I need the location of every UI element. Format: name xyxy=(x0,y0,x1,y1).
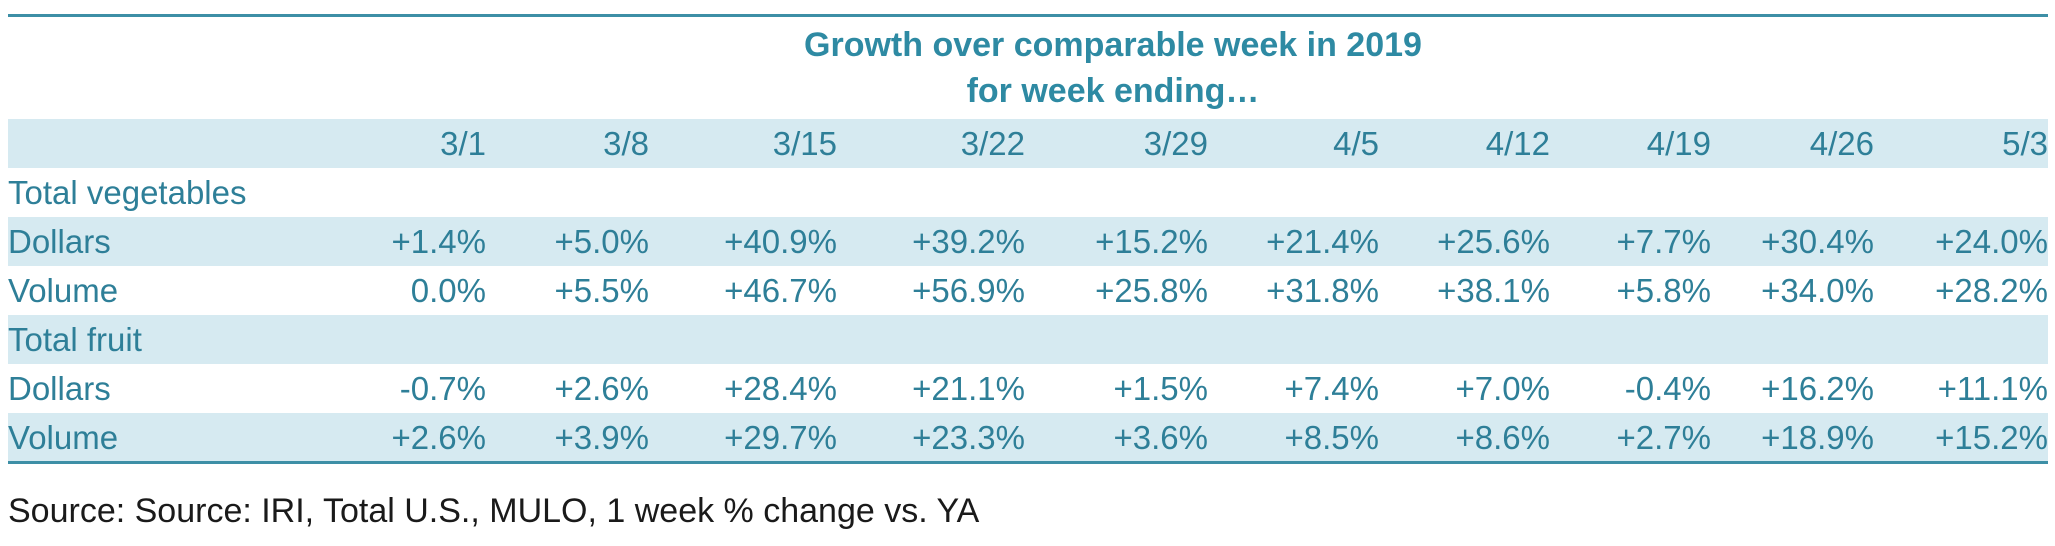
value-cell: +23.3% xyxy=(837,413,1025,462)
empty-cell xyxy=(1711,315,1874,364)
group-label: Total vegetables xyxy=(8,173,247,211)
title-line-1: Growth over comparable week in 2019 xyxy=(804,26,1422,64)
empty-cell xyxy=(1874,168,2048,217)
top-rule xyxy=(8,14,2048,17)
value-cell: +46.7% xyxy=(724,271,837,309)
value-cell: +15.2% xyxy=(1025,217,1208,266)
empty-cell xyxy=(486,168,649,217)
empty-cell xyxy=(1711,168,1874,217)
date-header: 4/12 xyxy=(1379,119,1550,168)
value-cell: +25.8% xyxy=(1095,271,1208,309)
date-header: 3/8 xyxy=(486,119,649,168)
empty-cell xyxy=(649,168,837,217)
header-row: 3/1 3/8 3/15 3/22 3/29 4/5 4/12 4/19 4/26 5/3 xyxy=(8,119,2048,168)
table-row: Volume +2.6% +3.9% +29.7% +23.3% +3.6% +8.5% +8… xyxy=(8,413,2048,462)
row-label: Dollars xyxy=(8,369,111,407)
empty-cell xyxy=(1025,168,1208,217)
date-header: 3/29 xyxy=(1025,119,1208,168)
value-cell: +7.4% xyxy=(1284,369,1380,407)
date-header: 3/22 xyxy=(837,119,1025,168)
empty-cell xyxy=(1025,315,1208,364)
header-blank xyxy=(8,119,268,168)
value-cell: +24.0% xyxy=(1874,217,2048,266)
title-line-2: for week ending… xyxy=(966,72,1260,110)
empty-cell xyxy=(1208,315,1379,364)
date-header: 4/19 xyxy=(1550,119,1711,168)
table-row: Volume 0.0% +5.5% +46.7% +56.9% +25.8% +31.8% +… xyxy=(8,266,2048,315)
value-cell: +30.4% xyxy=(1711,217,1874,266)
value-cell: +3.6% xyxy=(1025,413,1208,462)
bottom-rule xyxy=(8,461,2048,464)
growth-table: 3/1 3/8 3/15 3/22 3/29 4/5 4/12 4/19 4/26 5/3 Tot… xyxy=(8,119,2048,462)
empty-cell xyxy=(486,315,649,364)
value-cell: 0.0% xyxy=(410,271,486,309)
empty-cell xyxy=(1379,315,1550,364)
value-cell: +5.0% xyxy=(486,217,649,266)
group-label: Total fruit xyxy=(8,315,268,364)
date-header: 3/1 xyxy=(268,119,486,168)
value-cell: +56.9% xyxy=(912,271,1025,309)
value-cell: +3.9% xyxy=(486,413,649,462)
value-cell: +28.2% xyxy=(1935,271,2048,309)
value-cell: +31.8% xyxy=(1266,271,1379,309)
table-row: Dollars +1.4% +5.0% +40.9% +39.2% +15.2% +21.4… xyxy=(8,217,2048,266)
value-cell: +5.8% xyxy=(1616,271,1712,309)
source-note: Source: Source: IRI, Total U.S., MULO, 1… xyxy=(8,492,980,530)
value-cell: +21.4% xyxy=(1208,217,1379,266)
row-label: Volume xyxy=(8,413,268,462)
value-cell: +21.1% xyxy=(912,369,1025,407)
value-cell: +2.6% xyxy=(268,413,486,462)
value-cell: +8.6% xyxy=(1379,413,1550,462)
value-cell: +39.2% xyxy=(837,217,1025,266)
value-cell: +34.0% xyxy=(1761,271,1874,309)
value-cell: +2.7% xyxy=(1550,413,1711,462)
value-cell: +16.2% xyxy=(1761,369,1874,407)
value-cell: +25.6% xyxy=(1379,217,1550,266)
value-cell: +7.0% xyxy=(1455,369,1551,407)
value-cell: +29.7% xyxy=(649,413,837,462)
date-header: 4/5 xyxy=(1208,119,1379,168)
value-cell: +1.4% xyxy=(268,217,486,266)
group-row: Total fruit xyxy=(8,315,2048,364)
value-cell: +38.1% xyxy=(1437,271,1550,309)
group-row: Total vegetables xyxy=(8,168,2048,217)
value-cell: +11.1% xyxy=(1937,369,2048,407)
table-title: Growth over comparable week in 2019 for … xyxy=(8,22,2048,114)
value-cell: +2.6% xyxy=(554,369,650,407)
empty-cell xyxy=(268,168,486,217)
empty-cell xyxy=(649,315,837,364)
empty-cell xyxy=(837,168,1025,217)
date-header: 4/26 xyxy=(1711,119,1874,168)
table-row: Dollars -0.7% +2.6% +28.4% +21.1% +1.5% +7.4% +… xyxy=(8,364,2048,413)
value-cell: +28.4% xyxy=(724,369,837,407)
empty-cell xyxy=(1379,168,1550,217)
empty-cell xyxy=(837,315,1025,364)
value-cell: -0.7% xyxy=(399,369,486,407)
value-cell: +5.5% xyxy=(554,271,650,309)
row-label: Volume xyxy=(8,271,119,309)
empty-cell xyxy=(1874,315,2048,364)
value-cell: +40.9% xyxy=(649,217,837,266)
row-label: Dollars xyxy=(8,217,268,266)
value-cell: -0.4% xyxy=(1624,369,1711,407)
value-cell: +7.7% xyxy=(1550,217,1711,266)
empty-cell xyxy=(268,315,486,364)
value-cell: +18.9% xyxy=(1711,413,1874,462)
empty-cell xyxy=(1550,315,1711,364)
empty-cell xyxy=(1550,168,1711,217)
value-cell: +8.5% xyxy=(1208,413,1379,462)
empty-cell xyxy=(1208,168,1379,217)
date-header: 5/3 xyxy=(1874,119,2048,168)
value-cell: +15.2% xyxy=(1874,413,2048,462)
date-header: 3/15 xyxy=(649,119,837,168)
value-cell: +1.5% xyxy=(1113,369,1209,407)
